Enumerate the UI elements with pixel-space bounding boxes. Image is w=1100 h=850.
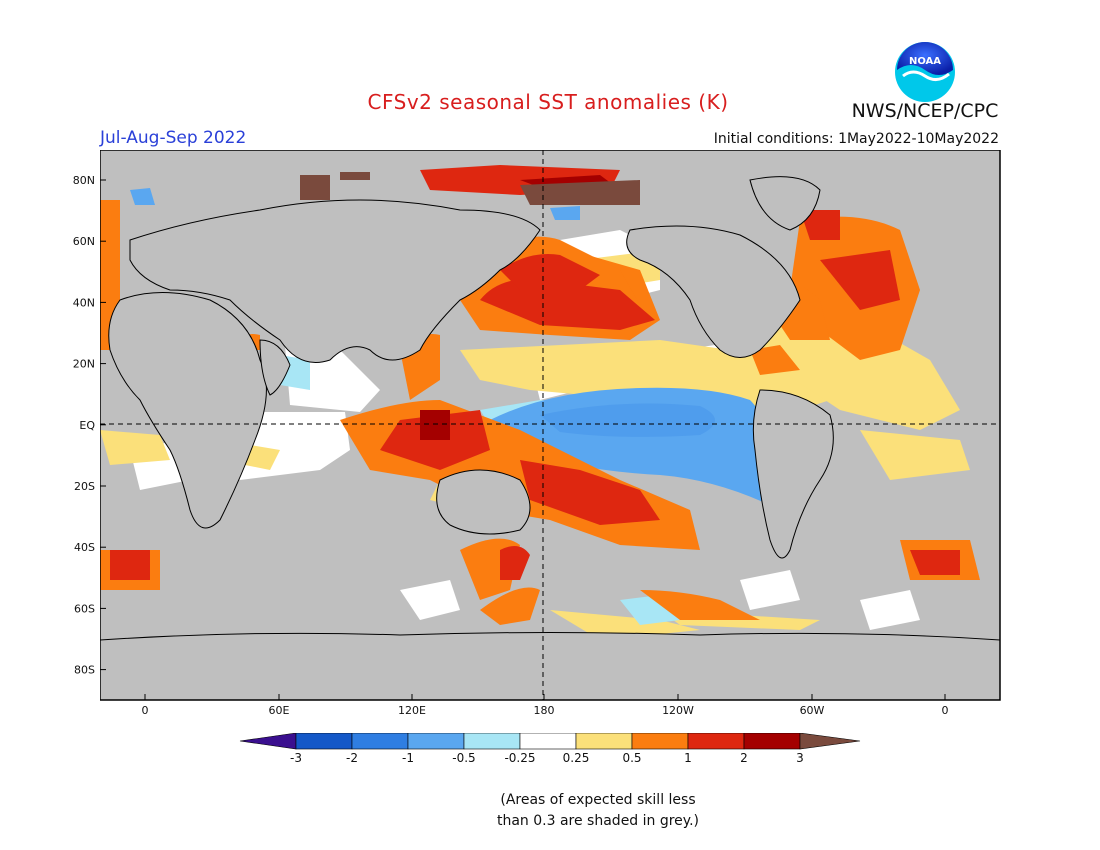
lon-tick-label: 60W xyxy=(800,704,825,717)
lat-tick-label: 80S xyxy=(74,664,95,677)
anomaly-fields xyxy=(100,165,1000,700)
lat-tick-label: 60N xyxy=(73,235,95,248)
map-frame xyxy=(100,150,1001,701)
colorbar-tick-label: -0.5 xyxy=(452,751,475,765)
colorbar-box xyxy=(631,733,689,750)
sst-anomaly-map xyxy=(100,150,1001,701)
colorbar-tick-label: -1 xyxy=(402,751,414,765)
lon-tick-label: 60E xyxy=(269,704,290,717)
lon-labels: 0 60E 120E 180 120W 60W 0 xyxy=(142,704,949,717)
lon-tick-label: 180 xyxy=(534,704,555,717)
noaa-logo-text: NOAA xyxy=(909,56,941,67)
colorbar: -3 -2 -1 -0.5 -0.25 0.25 0.5 1 2 3 xyxy=(239,733,861,765)
noaa-logo: NOAA xyxy=(895,42,955,102)
colorbar-box xyxy=(687,733,745,750)
colorbar-box xyxy=(295,733,353,750)
colorbar-tick-label: 2 xyxy=(740,751,748,765)
lat-tick-label: EQ xyxy=(79,419,95,432)
chart-title: CFSv2 seasonal SST anomalies (K) xyxy=(367,90,729,114)
colorbar-box xyxy=(575,733,633,750)
skill-note-line2: than 0.3 are shaded in grey.) xyxy=(496,813,699,829)
lon-tick-label: 0 xyxy=(942,704,949,717)
colorbar-box xyxy=(407,733,465,750)
colorbar-tick-label: 1 xyxy=(684,751,692,765)
lat-tick-label: 60S xyxy=(74,602,95,615)
colorbar-tick-label: -0.25 xyxy=(504,751,535,765)
colorbar-tick-label: -3 xyxy=(290,751,302,765)
colorbar-box xyxy=(351,733,409,750)
colorbar-tick-label: -2 xyxy=(346,751,358,765)
lon-tick-label: 120E xyxy=(398,704,426,717)
colorbar-tick-label: 3 xyxy=(796,751,804,765)
agency-label: NWS/NCEP/CPC xyxy=(851,100,999,122)
colorbar-tick-label: 0.25 xyxy=(563,751,590,765)
lat-tick-label: 20N xyxy=(73,358,95,371)
initial-conditions: Initial conditions: 1May2022-10May2022 xyxy=(713,131,999,147)
lon-axis xyxy=(144,694,946,700)
skill-note: (Areas of expected skill less than 0.3 a… xyxy=(0,790,1100,832)
lat-tick-label: 80N xyxy=(73,174,95,187)
lon-tick-label: 120W xyxy=(662,704,694,717)
lon-tick-label: 0 xyxy=(142,704,149,717)
colorbar-end-low xyxy=(239,733,297,750)
lat-tick-label: 40S xyxy=(74,541,95,554)
colorbar-tick-label: 0.5 xyxy=(622,751,641,765)
lat-axis xyxy=(100,179,106,671)
colorbar-end-high xyxy=(799,733,861,750)
lat-tick-label: 20S xyxy=(74,480,95,493)
lat-labels: 80N 60N 40N 20N EQ 20S 40S 60S 80S xyxy=(73,174,96,677)
colorbar-box xyxy=(519,733,577,750)
forecast-period: Jul-Aug-Sep 2022 xyxy=(100,128,247,148)
skill-note-line1: (Areas of expected skill less xyxy=(500,792,696,808)
lat-tick-label: 40N xyxy=(73,296,95,309)
colorbar-box xyxy=(463,733,521,750)
colorbar-box xyxy=(743,733,801,750)
